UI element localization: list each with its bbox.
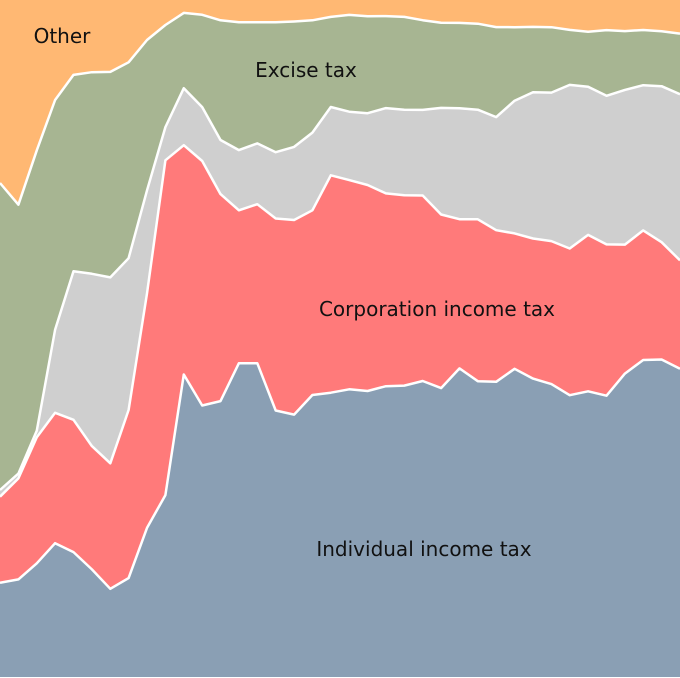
area-other <box>0 0 680 205</box>
area-boundary-line <box>0 358 680 591</box>
area-corporation-income-tax <box>0 145 680 589</box>
label-individual-income-tax: Individual income tax <box>316 537 531 561</box>
label-other: Other <box>34 24 92 48</box>
area-boundary-line <box>0 11 680 206</box>
area-individual-income-tax <box>0 359 680 677</box>
label-excise-tax: Excise tax <box>255 58 357 82</box>
label-corporation-income-tax: Corporation income tax <box>319 297 555 321</box>
boundary-lines <box>0 11 680 591</box>
area-boundary-line <box>0 143 680 498</box>
area-other-income-payroll-unlabeled-gray- <box>0 84 680 497</box>
area-boundary-line <box>0 83 680 491</box>
